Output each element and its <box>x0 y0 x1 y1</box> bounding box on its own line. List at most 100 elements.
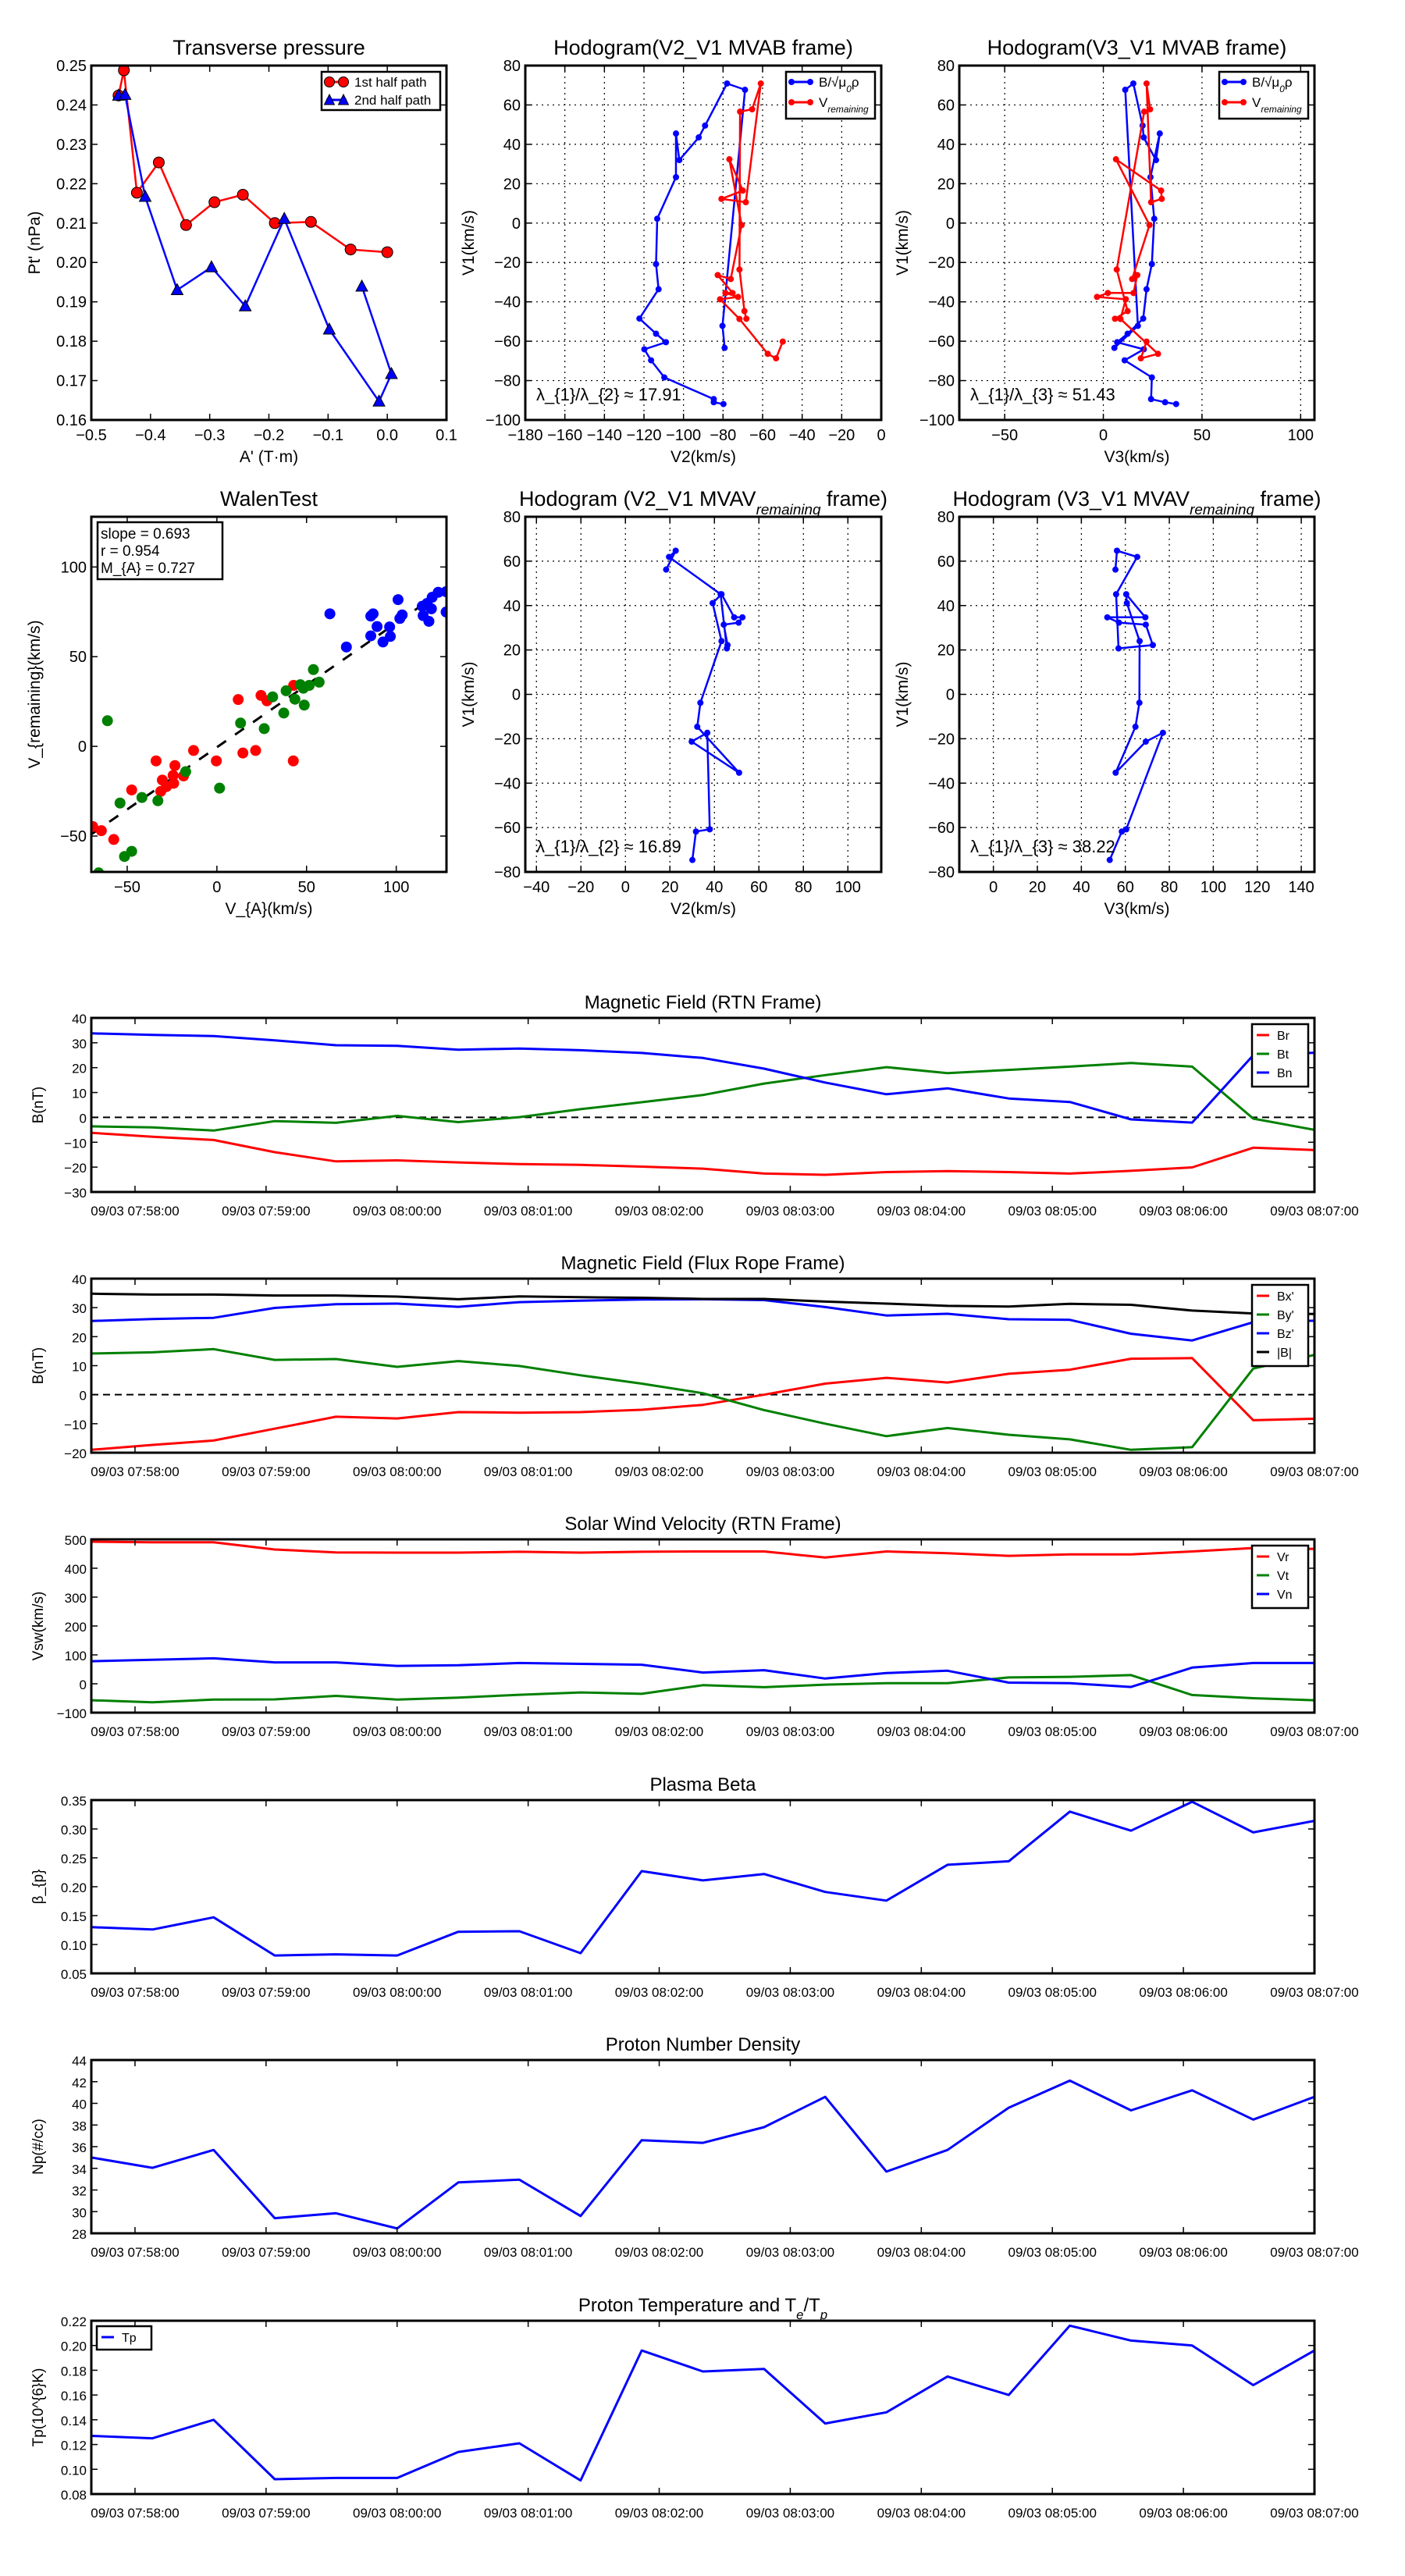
y-axis-label: Pt' (nPa) <box>26 211 44 274</box>
data-point <box>1122 87 1129 94</box>
y-tick-label: 40 <box>937 137 955 154</box>
plot-area <box>959 66 1314 420</box>
chart-panel-10: 09/03 07:58:00 09/03 07:59:00 09/03 08:00:… <box>30 2034 1359 2260</box>
scatter-point <box>126 845 137 857</box>
y-tick-label: 40 <box>937 598 955 615</box>
x-tick-label: 09/03 07:58:00 <box>91 2506 179 2521</box>
data-point <box>118 66 130 76</box>
y-tick-label: 0.16 <box>56 412 87 429</box>
x-tick-label: 09/03 08:05:00 <box>1008 2245 1096 2260</box>
data-point <box>1140 315 1147 322</box>
y-tick-label: 0.05 <box>61 1967 87 1982</box>
data-point <box>672 547 679 554</box>
scatter-point <box>214 782 226 794</box>
x-axis-label: A' (T·m) <box>240 448 298 466</box>
chart-title: Hodogram (V2_V1 MVAVremaining frame) <box>519 487 887 518</box>
data-point <box>663 566 670 573</box>
data-point <box>130 187 143 199</box>
data-point <box>722 290 729 297</box>
y-tick-label: −10 <box>64 1418 87 1432</box>
legend-marker <box>324 76 335 87</box>
data-point <box>208 196 221 208</box>
x-tick-label: 09/03 07:59:00 <box>222 1724 310 1739</box>
axes-frame <box>524 64 883 422</box>
data-point <box>726 156 733 163</box>
y-axis-label: Np(#/cc) <box>30 2119 47 2175</box>
series-line-1 <box>91 1347 1314 1451</box>
y-tick-label: 10 <box>72 1360 87 1375</box>
data-point <box>1142 614 1149 621</box>
legend-marker <box>788 79 795 85</box>
chart-panel-6: 09/03 07:58:00 09/03 07:59:00 09/03 08:00:… <box>30 992 1359 1219</box>
x-tick-label: 0.1 <box>436 427 457 444</box>
y-tick-label: −80 <box>928 373 955 390</box>
data-point <box>1142 621 1149 628</box>
legend-label: Br <box>1277 1030 1290 1043</box>
x-tick-label: 09/03 08:02:00 <box>615 2245 703 2260</box>
data-point <box>1146 222 1153 229</box>
scatter-point <box>368 608 379 620</box>
x-axis-label: V2(km/s) <box>670 448 736 466</box>
scatter-point <box>289 693 301 705</box>
plot-area <box>959 517 1314 872</box>
legend-marker <box>1240 99 1247 105</box>
y-tick-label: 60 <box>937 553 955 571</box>
y-tick-label: 30 <box>72 1301 87 1316</box>
data-point <box>735 294 742 301</box>
chart-panel-8: 09/03 07:58:00 09/03 07:59:00 09/03 08:00:… <box>30 1514 1359 1739</box>
data-point <box>304 215 317 228</box>
series-line-0 <box>91 1131 1314 1176</box>
scatter-point <box>250 745 261 756</box>
x-tick-label: 09/03 08:06:00 <box>1139 2506 1227 2521</box>
chart-panel-4: −40 −20 0 20 40 60 80 100−80−60−40−20020406080H… <box>460 487 887 918</box>
plot-area <box>91 2079 1314 2230</box>
scatter-point <box>287 755 299 767</box>
data-point <box>731 614 738 621</box>
x-tick-label: 09/03 08:03:00 <box>746 1985 834 2000</box>
data-point <box>1111 344 1118 351</box>
data-point <box>205 260 219 272</box>
y-tick-label: 20 <box>72 1062 87 1076</box>
data-point <box>1132 724 1139 731</box>
x-tick-label: −0.4 <box>135 427 165 444</box>
y-tick-label: 20 <box>72 1330 87 1345</box>
data-point <box>1106 856 1113 863</box>
y-tick-label: 0 <box>80 1389 87 1404</box>
x-tick-label: −20 <box>828 427 855 444</box>
scatter-point <box>187 745 199 756</box>
chart-panel-7: 09/03 07:58:00 09/03 07:59:00 09/03 08:00:… <box>30 1253 1359 1479</box>
data-point <box>1140 109 1147 116</box>
y-tick-label: 20 <box>503 642 521 660</box>
data-point <box>1123 600 1130 607</box>
x-tick-label: 09/03 08:04:00 <box>877 1985 966 2000</box>
x-tick-label: 09/03 08:03:00 <box>746 1204 834 1219</box>
x-tick-label: 09/03 08:03:00 <box>746 2245 834 2260</box>
data-point <box>648 357 655 364</box>
axes-frame <box>90 1016 1316 1194</box>
data-point <box>720 621 727 628</box>
data-point <box>237 188 249 201</box>
x-tick-label: 09/03 07:58:00 <box>91 2245 179 2260</box>
data-point <box>1112 566 1119 573</box>
y-tick-label: 0.25 <box>56 58 87 75</box>
legend-item: B/√μ0ρ <box>1222 75 1292 94</box>
data-point <box>742 87 749 94</box>
y-tick-label: 0.35 <box>61 1794 87 1809</box>
data-point <box>138 189 152 202</box>
y-tick-label: −60 <box>928 333 955 350</box>
scatter-point <box>397 609 408 621</box>
chart-title: Hodogram(V3_V1 MVAB frame) <box>987 36 1287 59</box>
y-tick-label: 0.19 <box>56 294 87 311</box>
y-axis-label: B(nT) <box>30 1347 47 1385</box>
y-tick-label: −20 <box>64 1161 87 1176</box>
legend-label: 1st half path <box>354 75 427 90</box>
legend-label: Vr <box>1277 1551 1289 1564</box>
data-point <box>653 261 660 268</box>
data-point <box>719 322 726 329</box>
y-tick-label: 300 <box>65 1591 87 1606</box>
x-tick-label: 09/03 08:01:00 <box>484 2245 572 2260</box>
y-tick-label: 0.08 <box>61 2488 87 2503</box>
y-tick-label: 40 <box>72 2097 87 2112</box>
data-point <box>1159 729 1166 736</box>
scatter-point <box>136 792 148 803</box>
